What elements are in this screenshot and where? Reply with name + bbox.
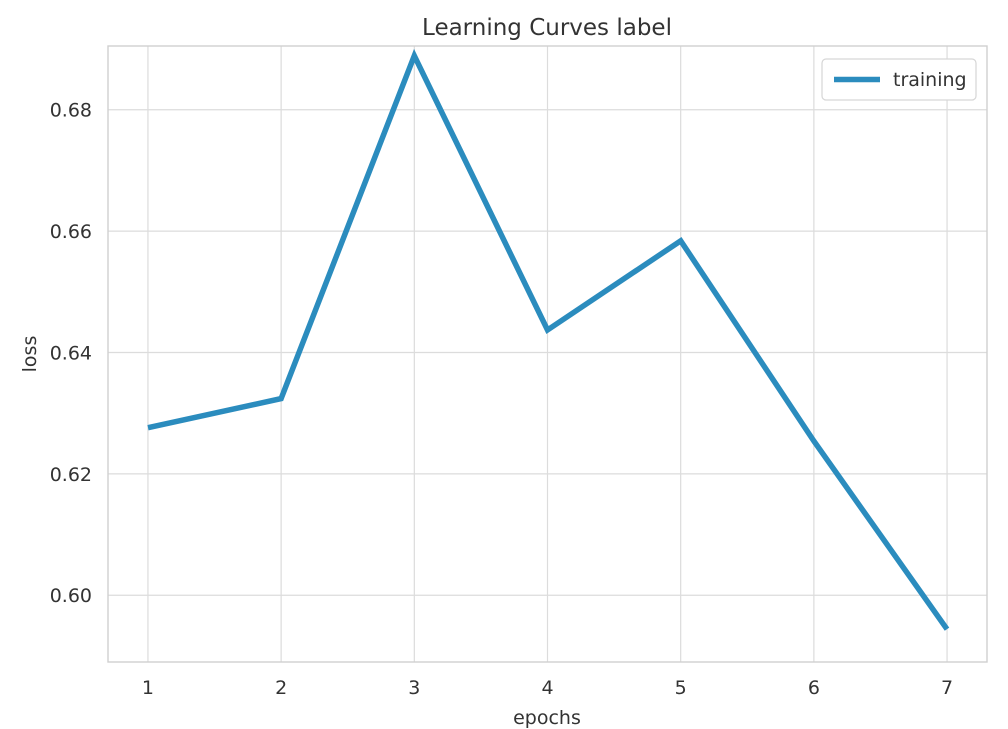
y-tick-label: 0.64: [50, 342, 92, 364]
x-tick-label: 1: [142, 677, 154, 699]
x-axis-ticks: 1 2 3 4 5 6 7: [142, 677, 953, 699]
legend-box: [821, 58, 977, 101]
y-tick-label: 0.62: [50, 464, 92, 486]
y-axis-ticks: 0.60 0.62 0.64 0.66 0.68: [50, 100, 92, 608]
legend-label-training: training: [893, 69, 967, 91]
plot-frame: [107, 45, 988, 663]
x-tick-label: 7: [941, 677, 953, 699]
chart-title: Learning Curves label: [422, 15, 672, 41]
y-tick-label: 0.68: [50, 100, 92, 122]
x-tick-label: 2: [275, 677, 287, 699]
y-tick-label: 0.66: [50, 221, 92, 243]
x-axis-label: epochs: [513, 707, 581, 729]
grid: [108, 46, 987, 662]
x-tick-label: 6: [808, 677, 820, 699]
x-tick-label: 3: [408, 677, 420, 699]
y-tick-label: 0.60: [50, 585, 92, 607]
legend: training: [821, 58, 977, 101]
y-axis-label: loss: [19, 336, 41, 373]
x-tick-label: 4: [541, 677, 553, 699]
series-line-training: [147, 48, 950, 631]
x-tick-label: 5: [675, 677, 687, 699]
series-layer: [147, 48, 950, 631]
